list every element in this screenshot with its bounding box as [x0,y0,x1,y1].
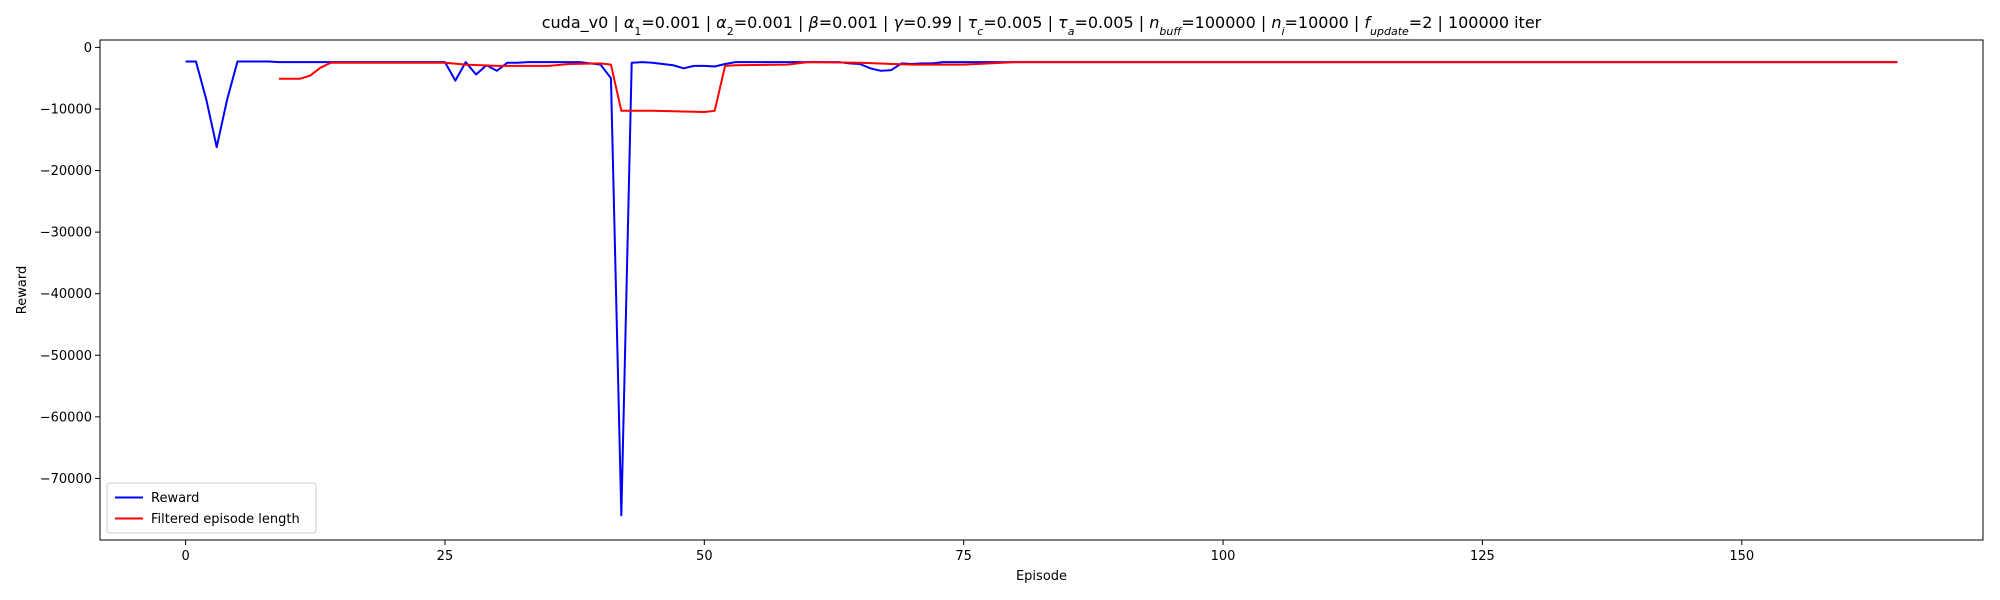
y-axis: 0 −10000 −20000 −30000 −40000 −50000 −60000 −70… [40,41,100,487]
y-tick-label-2: −20000 [40,164,92,179]
series-line-1 [278,61,1898,114]
y-tick-label-0: 0 [84,41,92,56]
series-layer [185,60,1898,517]
y-tick-label-7: −70000 [40,472,92,487]
series-line-0 [185,60,1898,517]
chart-title: cuda_v0 | α1=0.001 | α2=0.001 | β=0.001 … [542,13,1542,38]
x-tick-label-0: 0 [181,549,189,564]
x-axis: 0 25 50 75 100 125 150 [181,540,1754,564]
y-axis-label: Reward [15,266,30,314]
legend-label-1: Filtered episode length [151,512,300,527]
x-tick-label-6: 150 [1729,549,1754,564]
x-tick-label-4: 100 [1211,549,1236,564]
y-tick-label-1: −10000 [40,102,92,117]
y-tick-label-3: −30000 [40,226,92,241]
x-tick-label-1: 25 [437,549,454,564]
legend: Reward Filtered episode length [106,482,317,534]
y-tick-label-4: −40000 [40,287,92,302]
legend-label-0: Reward [151,491,199,506]
x-tick-label-2: 50 [696,549,713,564]
plot-frame [99,39,1984,541]
y-tick-label-6: −60000 [40,410,92,425]
x-tick-label-5: 125 [1470,549,1495,564]
x-axis-label: Episode [1016,569,1067,584]
y-tick-label-5: −50000 [40,349,92,364]
legend-box [106,482,317,534]
x-tick-label-3: 75 [955,549,972,564]
